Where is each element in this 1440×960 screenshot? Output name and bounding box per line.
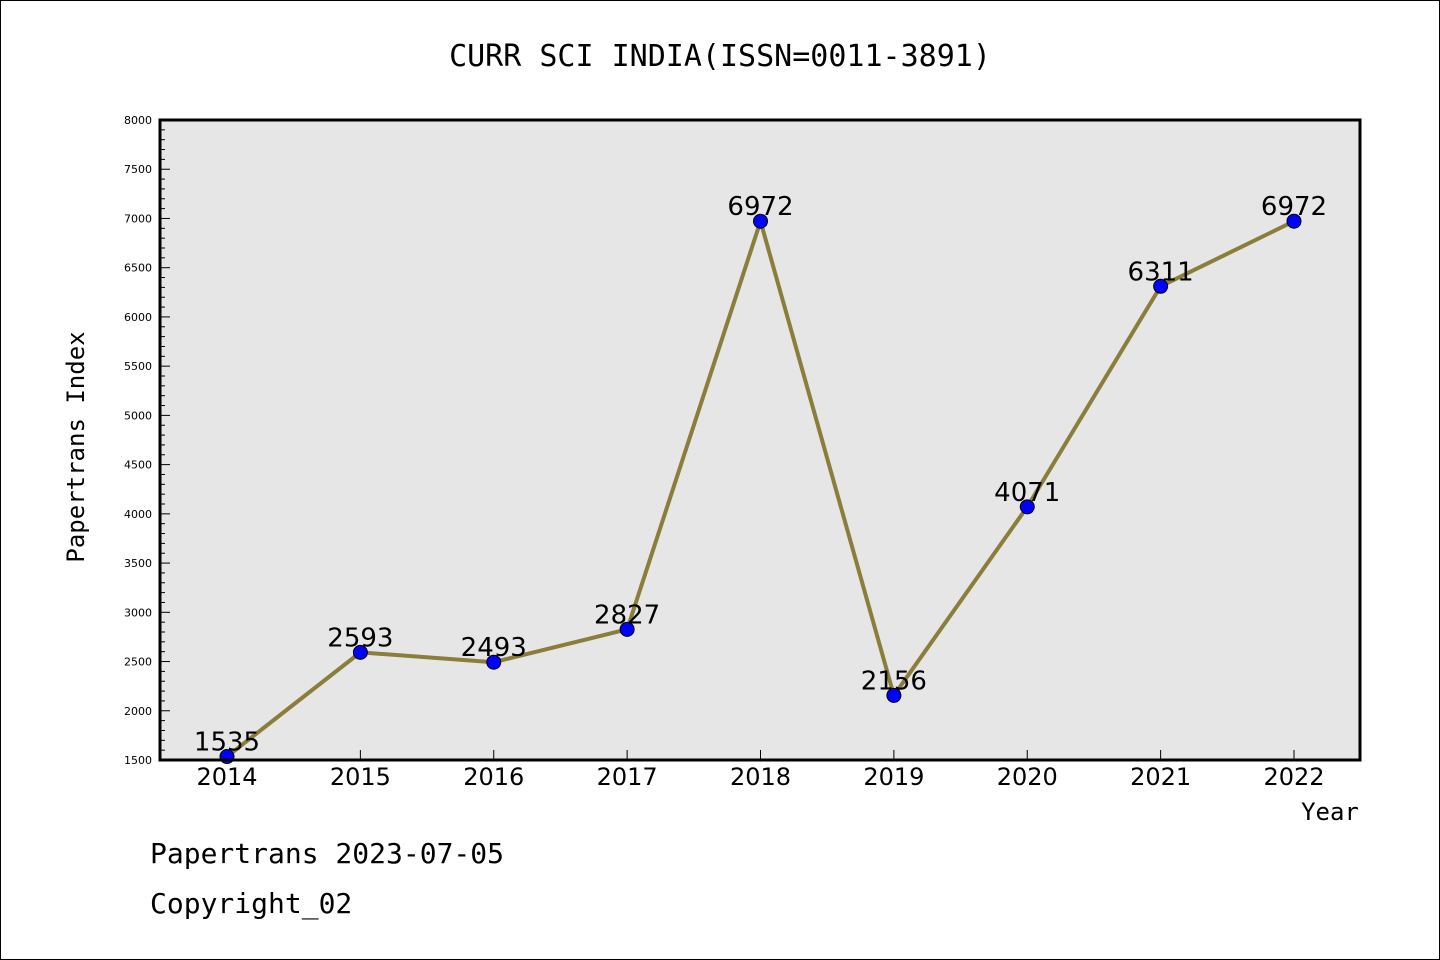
data-point <box>486 654 502 670</box>
x-tick-label: 2021 <box>1130 763 1191 791</box>
data-label: 2493 <box>461 633 527 663</box>
y-tick-label: 5500 <box>124 360 152 373</box>
data-point <box>753 213 768 229</box>
y-tick-label: 2500 <box>124 656 152 669</box>
data-point <box>886 687 902 703</box>
x-axis-label: Year <box>1301 798 1359 826</box>
plot-border <box>158 118 1362 762</box>
y-tick-label: 3500 <box>124 557 152 570</box>
x-tick-label: 2015 <box>330 763 391 791</box>
y-tick-label: 7500 <box>124 163 152 176</box>
y-tick-label: 7000 <box>124 212 152 225</box>
data-point <box>1286 213 1302 229</box>
data-label: 2827 <box>594 600 660 630</box>
data-point <box>619 621 635 637</box>
footer-date: Papertrans 2023-07-05 <box>150 837 504 870</box>
data-labels: 1535 2593 2493 2827 6972 2156 4071 6311 6972 <box>194 192 1327 757</box>
x-tick-label: 2020 <box>997 763 1058 791</box>
data-label: 2156 <box>861 666 927 696</box>
data-label: 4071 <box>994 478 1060 508</box>
x-tick-label: 2019 <box>863 763 924 791</box>
x-tick-label: 2014 <box>196 763 257 791</box>
y-tick-label: 1500 <box>124 754 152 767</box>
data-label: 6972 <box>727 192 793 222</box>
y-axis-label: Papertrans Index <box>62 331 90 562</box>
data-label: 1535 <box>194 728 260 758</box>
data-label: 2593 <box>327 623 393 653</box>
data-point <box>352 644 368 660</box>
data-point <box>1153 278 1169 294</box>
y-tick-label: 6000 <box>124 311 152 324</box>
footer-copyright: Copyright_02 <box>150 887 352 921</box>
y-axis: 1500 2000 2500 3000 3500 4000 4500 5000 5500 6000… <box>124 114 170 767</box>
y-tick-label: 8000 <box>124 114 152 127</box>
y-tick-label: 4000 <box>124 508 152 521</box>
y-tick-label: 4500 <box>124 459 152 472</box>
series-layer <box>219 213 1302 765</box>
data-label: 6311 <box>1128 257 1194 287</box>
data-point <box>1019 499 1035 515</box>
x-tick-label: 2018 <box>730 763 791 791</box>
y-tick-label: 2000 <box>124 705 152 718</box>
y-tick-label: 5000 <box>124 409 152 422</box>
y-tick-label: 3000 <box>124 606 152 619</box>
x-axis: 2014 2015 2016 2017 2018 2019 2020 2021 2022 <box>196 750 1325 791</box>
y-tick-label: 6500 <box>124 262 152 275</box>
chart-title: CURR SCI INDIA(ISSN=0011-3891) <box>449 39 991 74</box>
x-tick-label: 2016 <box>463 763 524 791</box>
x-tick-label: 2017 <box>597 763 658 791</box>
x-tick-label: 2022 <box>1263 763 1324 791</box>
data-label: 6972 <box>1261 192 1327 222</box>
